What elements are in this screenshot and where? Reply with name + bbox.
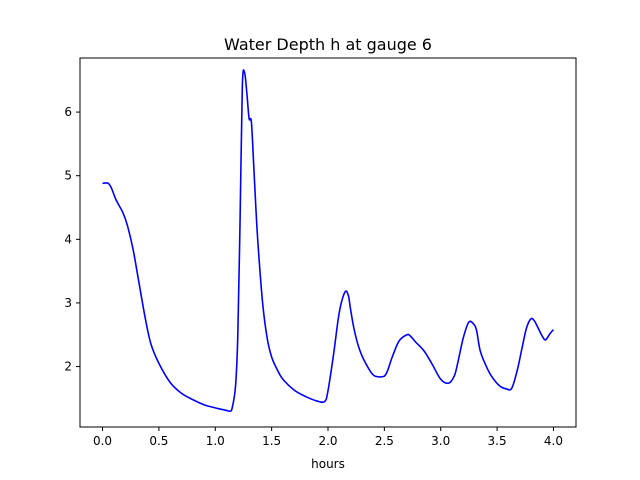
x-tick-label: 0.0 [93, 434, 112, 448]
series-line-water-depth [102, 69, 555, 413]
x-tick-label: 3.5 [488, 434, 507, 448]
y-tick-label: 2 [64, 360, 72, 374]
x-tick-label: 1.5 [262, 434, 281, 448]
plot-area-frame [79, 57, 577, 428]
x-tick-label: 0.5 [149, 434, 168, 448]
x-tick-label: 2.5 [375, 434, 394, 448]
x-axis: 0.0 0.5 1.0 1.5 2.0 2.5 3.0 3.5 4.0 [93, 427, 563, 448]
x-tick-label: 1.0 [206, 434, 225, 448]
y-tick-label: 5 [64, 169, 72, 183]
chart-title: Water Depth h at gauge 6 [224, 35, 432, 54]
y-tick-label: 3 [64, 296, 72, 310]
y-axis: 2 3 4 5 6 [64, 105, 80, 374]
series-layer [102, 69, 555, 413]
x-tick-label: 2.0 [318, 434, 337, 448]
x-tick-label: 3.0 [431, 434, 450, 448]
x-tick-label: 4.0 [544, 434, 563, 448]
x-axis-label: hours [311, 457, 345, 471]
y-tick-label: 6 [64, 105, 72, 119]
y-tick-label: 4 [64, 232, 72, 246]
